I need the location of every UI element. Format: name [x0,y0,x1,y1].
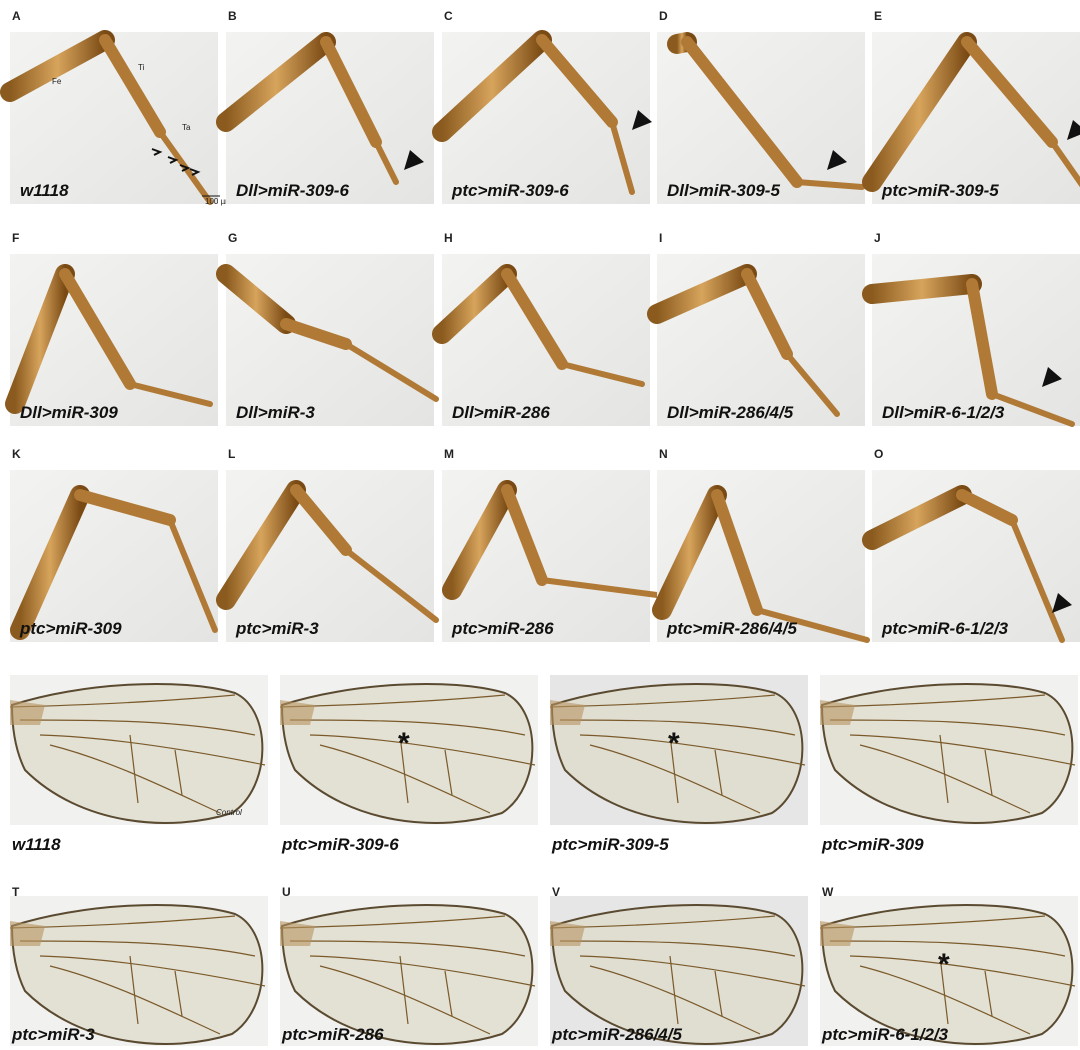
genotype-label: Dll>miR-309-5 [667,181,780,200]
wing-panel: * [280,675,538,825]
panel-letter: I [659,231,662,245]
leg-panel: ptc>miR-309-5 [872,32,1080,204]
leg-panel: ptc>miR-309-6 [442,32,652,204]
leg-segment [872,284,972,294]
wing-panel [820,675,1078,825]
genotype-label: ptc>miR-309-5 [551,835,669,854]
genotype-label: Dll>miR-286/4/5 [667,403,794,422]
genotype-label: Dll>miR-6-1/2/3 [882,403,1005,422]
panel-image [442,32,650,204]
panel-letter: D [659,9,668,23]
leg-panel: Dll>miR-309-6 [226,32,434,204]
wing-panel: * [550,675,808,825]
wing-panel: * [820,896,1078,1046]
leg-panel: FeTiTa100 µmw1118 [10,32,232,206]
panel-letter: E [874,9,882,23]
panel-letter: C [444,9,453,23]
genotype-label: ptc>miR-3 [235,619,319,638]
panel-letter: K [12,447,21,461]
genotype-label: ptc>miR-309 [19,619,122,638]
wing-panel [280,896,538,1046]
genotype-label: Dll>miR-309 [20,403,118,422]
leg-panel: ptc>miR-6-1/2/3 [872,470,1080,642]
genotype-label: ptc>miR-309-6 [451,181,569,200]
panel-image [657,32,865,204]
genotype-label: Dll>miR-3 [236,403,315,422]
leg-panel: Dll>miR-286/4/5 [657,254,865,426]
leg-panel: Dll>miR-286 [442,254,650,426]
panel-letter: M [444,447,454,461]
genotype-label: w1118 [12,835,61,854]
genotype-label: Dll>miR-309-6 [236,181,349,200]
genotype-label: ptc>miR-6-1/2/3 [881,619,1009,638]
asterisk: * [398,727,410,760]
genotype-label: ptc>miR-3 [11,1025,95,1044]
panel-letter: G [228,231,237,245]
genotype-label: ptc>miR-309-5 [881,181,999,200]
leg-panel: ptc>miR-286 [442,470,657,642]
panel-letter: B [228,9,237,23]
asterisk: * [668,727,680,760]
panel-letter: H [444,231,453,245]
asterisk: * [938,948,950,981]
genotype-label: ptc>miR-286 [281,1025,384,1044]
leg-panel: Dll>miR-309-5 [657,32,865,204]
leg-panel: ptc>miR-3 [226,470,436,642]
figure: AFeTiTa100 µmw1118BDll>miR-309-6Cptc>miR… [0,0,1080,1050]
annotation: Control [216,808,242,817]
leg-panel: Dll>miR-3 [226,254,436,426]
panel-letter: L [228,447,235,461]
annotation: Ti [138,63,145,72]
genotype-label: ptc>miR-6-1/2/3 [821,1025,949,1044]
genotype-label: w1118 [20,181,69,200]
annotation: Ta [182,123,191,132]
panel-letter: J [874,231,881,245]
panel-letter: A [12,9,21,23]
genotype-label: Dll>miR-286 [452,403,550,422]
panel-letter: N [659,447,668,461]
panel-letter: O [874,447,883,461]
wing-panel: Control [10,675,268,825]
genotype-label: ptc>miR-286/4/5 [551,1025,682,1044]
genotype-label: ptc>miR-286/4/5 [666,619,797,638]
panel-letter: F [12,231,19,245]
leg-panel: ptc>miR-286/4/5 [657,470,867,642]
genotype-label: ptc>miR-309-6 [281,835,399,854]
panel-image [657,254,865,426]
leg-panel: ptc>miR-309 [10,470,218,642]
annotation: Fe [52,77,62,86]
wing-panel [10,896,268,1046]
genotype-label: ptc>miR-309 [821,835,924,854]
leg-panel: Dll>miR-309 [10,254,218,426]
wing-panel [550,896,808,1046]
leg-panel: Dll>miR-6-1/2/3 [872,254,1080,426]
genotype-label: ptc>miR-286 [451,619,554,638]
